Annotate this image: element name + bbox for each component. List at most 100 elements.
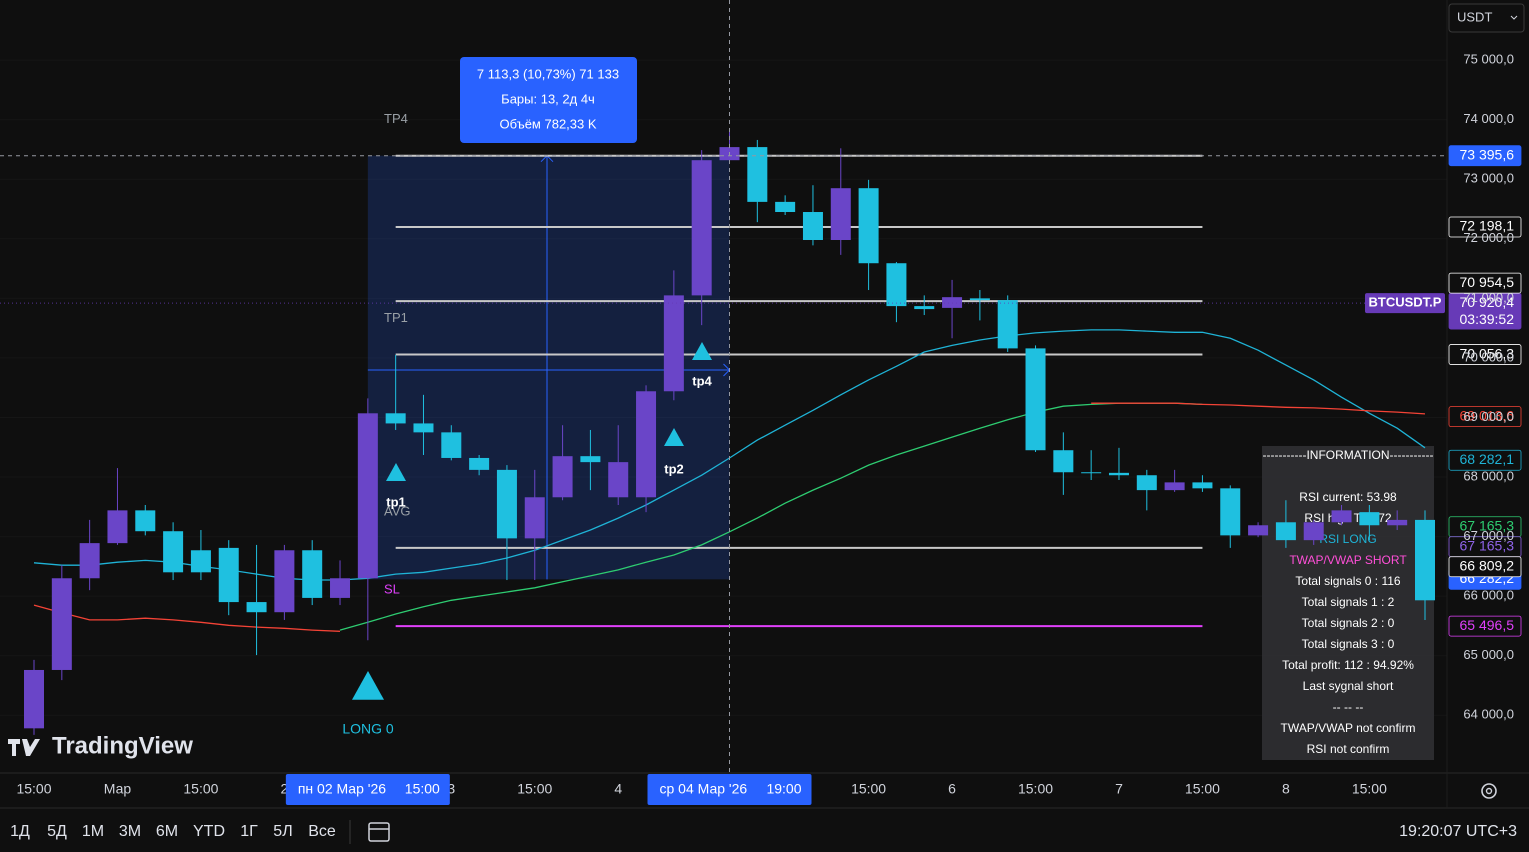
x-tick-label: 15:00 <box>16 781 51 797</box>
price-label: 65 496,5 <box>1460 617 1515 633</box>
candle-body <box>1331 510 1352 523</box>
grid-layer <box>0 59 1447 716</box>
candle-body <box>1248 525 1269 536</box>
info-panel <box>1262 446 1434 760</box>
price-label: 67 165,3 <box>1460 517 1515 533</box>
crosshair-time: 19:00 <box>766 781 801 797</box>
y-tick-label: 75 000,0 <box>1463 52 1514 67</box>
settings-button[interactable] <box>1481 783 1497 799</box>
info-line: -- -- -- <box>1333 700 1364 714</box>
candle-body <box>218 547 239 603</box>
currency[interactable]: USDT <box>1457 9 1492 24</box>
measure-tooltip-line: Объём 782,33 K <box>499 116 596 131</box>
candle-body <box>830 188 851 240</box>
timeframe-button[interactable]: 1Г <box>240 823 258 840</box>
overlay-layer: 7 113,3 (10,73%) 71 133 Бары: 13, 2д 4ч Об… <box>0 0 1522 773</box>
logo-text: TradingView <box>52 732 193 759</box>
crosshair-time: 15:00 <box>405 781 440 797</box>
crosshair-date: пн 02 Мар '26 <box>298 781 386 797</box>
candle-body <box>1303 522 1324 541</box>
price-label-box <box>1448 145 1522 167</box>
candle-body <box>691 160 712 296</box>
level-name: TP1 <box>384 310 408 325</box>
x-tick-label: 15:00 <box>517 781 552 797</box>
signal-label: tp2 <box>664 461 684 476</box>
crosshair-date-box <box>647 774 812 805</box>
price-label: 69 013,6 <box>1460 407 1515 423</box>
candle-body <box>135 510 156 532</box>
timeframe-button[interactable]: 5Л <box>273 823 292 840</box>
info-line: Total signals 1 : 2 <box>1302 595 1395 609</box>
candle-body <box>580 456 601 463</box>
level-name: AVG <box>384 503 411 518</box>
timeframe-button[interactable]: 5Д <box>47 823 67 840</box>
candle-body <box>1025 348 1046 451</box>
candle-body <box>1415 519 1435 601</box>
candle-body <box>1108 472 1129 476</box>
price-label-box <box>1448 216 1522 238</box>
x-tick-label: 6 <box>948 781 956 797</box>
x-tick-label: 15:00 <box>851 781 886 797</box>
timeframe-button[interactable]: 3М <box>119 823 141 840</box>
y-tick-label: 64 000,0 <box>1463 707 1514 722</box>
signal-label: tp1 <box>386 494 406 509</box>
price-label-box <box>1448 615 1522 637</box>
candle-body <box>1359 512 1380 526</box>
price-label: 73 395,6 <box>1460 146 1515 162</box>
timeframe-button[interactable]: YTD <box>193 823 225 840</box>
candle-body <box>1192 482 1213 489</box>
currency-select[interactable]: USDT <box>1448 3 1525 33</box>
candle-body <box>524 497 545 539</box>
candle-body <box>496 469 517 539</box>
price-label-box <box>1448 556 1522 578</box>
candle-body <box>330 578 351 598</box>
y-tick-label: 72 000,0 <box>1463 230 1514 245</box>
y-tick-label: 68 000,0 <box>1463 468 1514 483</box>
candle-body <box>886 263 907 307</box>
price-label: 70 954,5 <box>1460 274 1515 290</box>
info-line: RSI not confirm <box>1307 742 1390 756</box>
x-tick-label: 3 <box>447 781 455 797</box>
compare-button[interactable] <box>368 822 390 842</box>
price-label: 68 282,1 <box>1460 451 1515 467</box>
timeframe-button[interactable]: Все <box>308 823 336 840</box>
logo: TradingView <box>8 732 193 759</box>
price-label: 72 198,1 <box>1460 218 1515 234</box>
price-label: 70 920,4 <box>1460 294 1515 310</box>
candle-body <box>552 456 573 498</box>
indicator-line <box>33 402 1426 632</box>
candle-body <box>1275 522 1296 541</box>
y-tick-label: 70 000,0 <box>1463 349 1514 364</box>
level-name: TP4 <box>384 111 408 126</box>
symbol-tag: BTCUSDT.P <box>1369 295 1442 310</box>
measure-tooltip <box>460 57 637 143</box>
price-label-box <box>1448 272 1522 294</box>
signal-triangle <box>386 463 406 481</box>
price-label-box <box>1448 406 1522 428</box>
measure-tooltip-line: Бары: 13, 2д 4ч <box>501 91 595 106</box>
candle-body <box>1081 472 1102 474</box>
x-tick-label: 15:00 <box>1185 781 1220 797</box>
x-tick-label: 15:00 <box>183 781 218 797</box>
x-tick-label: 7 <box>1115 781 1123 797</box>
candle-body <box>441 432 462 458</box>
timeframe-button[interactable]: 1Д <box>10 823 30 840</box>
logo-mark <box>8 739 40 756</box>
info-line: Total profit: 112 : 94.92% <box>1282 658 1414 672</box>
candle-body <box>1220 488 1241 536</box>
signal-triangle <box>692 342 712 360</box>
timeframe-button[interactable]: 1М <box>82 823 104 840</box>
price-countdown: 03:39:52 <box>1460 311 1515 327</box>
chevron <box>1510 15 1518 20</box>
signal-label: tp4 <box>692 373 712 388</box>
candle-body <box>190 550 211 573</box>
info-line: Total signals 0 : 116 <box>1295 574 1401 588</box>
plot-layer <box>24 128 1435 735</box>
timeframe-button[interactable]: 6М <box>156 823 178 840</box>
candle-body <box>1387 519 1408 526</box>
info-line: RSI LONG <box>1319 532 1376 546</box>
candle-body <box>1164 482 1185 491</box>
candle-body <box>1136 475 1157 491</box>
candle-body <box>969 298 990 301</box>
